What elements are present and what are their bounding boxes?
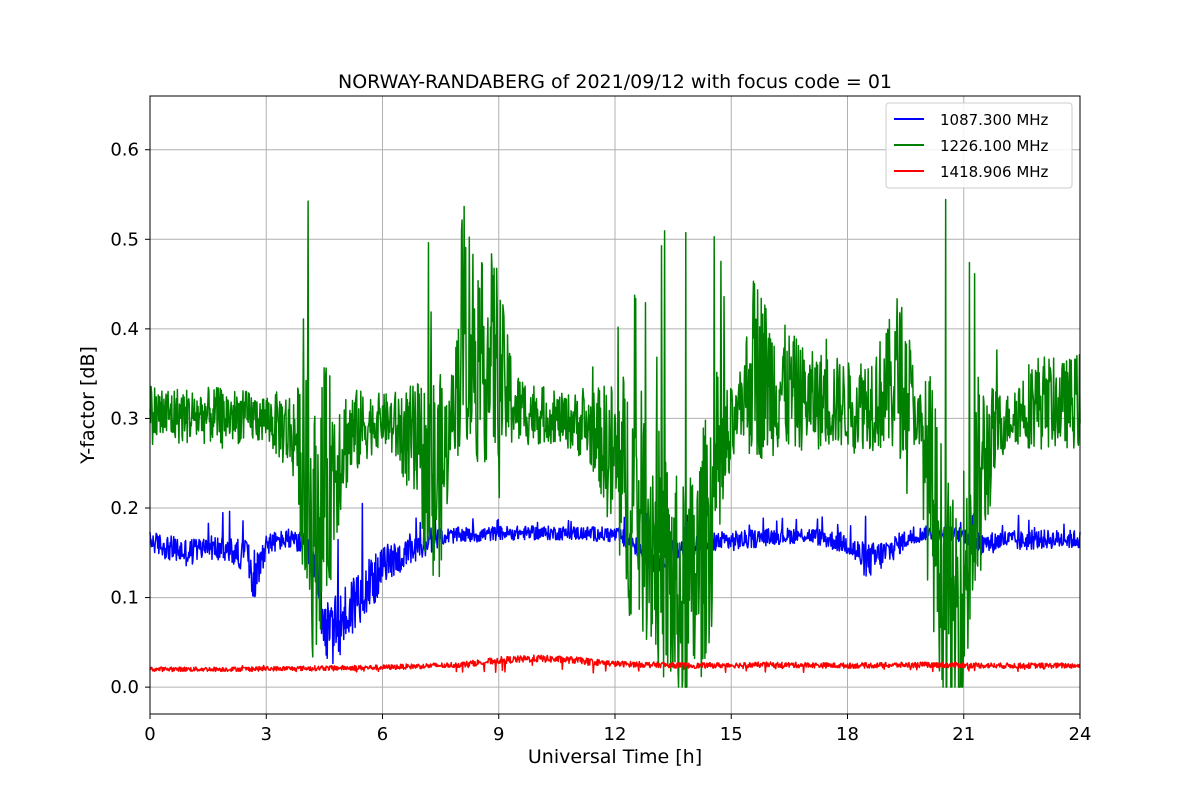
chart-title: NORWAY-RANDABERG of 2021/09/12 with focu…	[338, 71, 892, 93]
legend-label: 1418.906 MHz	[940, 163, 1049, 181]
y-tick-label: 0.1	[110, 588, 139, 609]
x-tick-label: 0	[144, 724, 155, 745]
y-tick-label: 0.6	[110, 140, 139, 161]
y-tick-label: 0.2	[110, 498, 139, 519]
legend: 1087.300 MHz 1226.100 MHz 1418.906 MHz	[885, 102, 1073, 189]
legend-label: 1226.100 MHz	[940, 137, 1049, 155]
y-axis-label: Y-factor [dB]	[77, 346, 99, 465]
legend-box	[885, 102, 1073, 189]
legend-label: 1087.300 MHz	[940, 111, 1049, 129]
x-tick-label: 21	[952, 724, 975, 745]
x-axis-label: Universal Time [h]	[528, 746, 702, 768]
x-tick-label: 9	[493, 724, 504, 745]
x-tick-label: 12	[604, 724, 627, 745]
x-tick-label: 18	[836, 724, 859, 745]
series-line	[149, 654, 1081, 674]
y-tick-label: 0.4	[110, 319, 139, 340]
y-tick-label: 0.0	[110, 677, 139, 698]
x-tick-label: 15	[720, 724, 743, 745]
y-tick-label: 0.5	[110, 229, 139, 250]
x-tick-label: 24	[1069, 724, 1092, 745]
y-tick-label: 0.3	[110, 408, 139, 429]
x-axis-ticks: 0 3 6 9 12 15 18 21 24	[144, 714, 1091, 745]
series-line	[149, 198, 1081, 688]
y-axis-ticks: 0.0 0.1 0.2 0.3 0.4 0.5 0.6	[110, 140, 150, 698]
x-tick-label: 3	[261, 724, 272, 745]
x-tick-label: 6	[377, 724, 388, 745]
plot-series	[149, 198, 1081, 688]
